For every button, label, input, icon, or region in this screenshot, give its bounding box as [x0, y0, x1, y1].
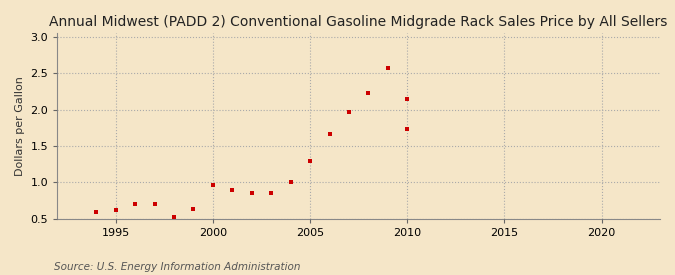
Point: [402, 126, 412, 131]
Point: [266, 191, 277, 196]
Point: [246, 191, 257, 195]
Point: [169, 214, 180, 219]
Point: [188, 207, 199, 212]
Point: [130, 202, 140, 206]
Point: [149, 202, 160, 207]
Point: [402, 97, 412, 101]
Point: [227, 188, 238, 192]
Point: [304, 158, 315, 163]
Point: [383, 66, 394, 70]
Point: [324, 131, 335, 136]
Y-axis label: Dollars per Gallon: Dollars per Gallon: [15, 76, 25, 176]
Point: [91, 210, 102, 214]
Title: Annual Midwest (PADD 2) Conventional Gasoline Midgrade Rack Sales Price by All S: Annual Midwest (PADD 2) Conventional Gas…: [49, 15, 668, 29]
Point: [286, 180, 296, 185]
Text: Source: U.S. Energy Information Administration: Source: U.S. Energy Information Administ…: [54, 262, 300, 272]
Point: [207, 183, 218, 188]
Point: [363, 91, 374, 96]
Point: [344, 109, 354, 114]
Point: [110, 208, 121, 212]
